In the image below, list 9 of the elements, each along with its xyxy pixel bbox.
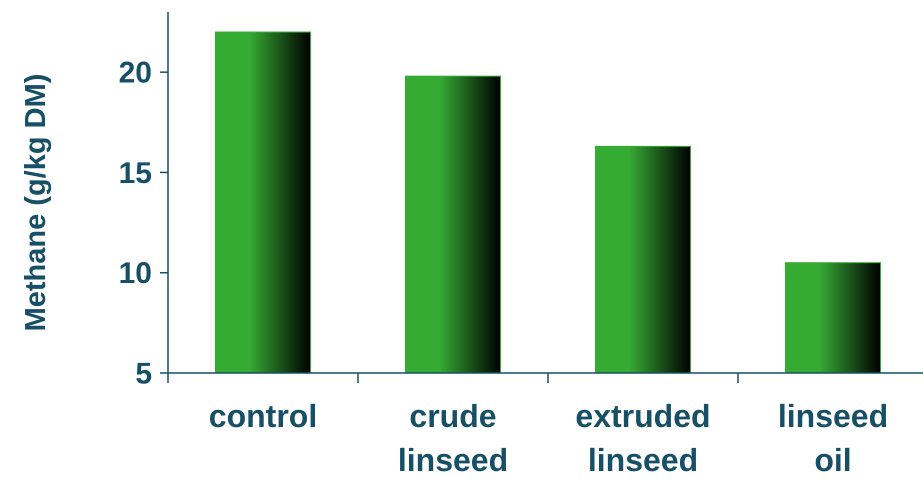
y-tick-label: 5 — [135, 358, 152, 390]
y-axis-title: Methane (g/kg DM) — [20, 74, 52, 332]
y-tick-label: 15 — [118, 156, 152, 190]
x-tick-label: extruded linseed — [575, 398, 711, 478]
x-tick-label: crude linseed — [398, 398, 508, 478]
y-tick-label: 10 — [118, 257, 152, 290]
y-tick-label: 20 — [118, 56, 152, 90]
x-tick-label: control — [208, 398, 318, 434]
x-tick-label: linseed oil — [778, 398, 888, 478]
